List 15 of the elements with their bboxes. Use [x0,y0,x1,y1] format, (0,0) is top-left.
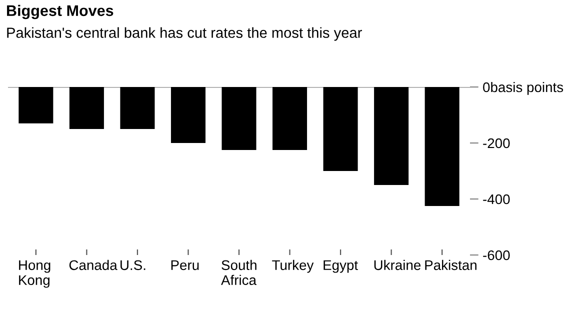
chart-subtitle: Pakistan's central bank has cut rates the most this year [7,27,362,41]
x-tick-label: Canada [69,260,118,270]
x-tick-label: South Africa [221,260,256,286]
x-tick-label: U.S. [120,260,146,270]
chart-title: Biggest Moves [7,4,114,20]
y-tick-label: 0basis points [483,82,564,95]
y-tick-label: -600 [483,250,510,260]
x-tick-label: Egypt [324,260,358,273]
x-tick-label: Ukraine [374,260,421,270]
x-tick-label: Hong Kong [19,260,50,288]
x-tick-label: Turkey [272,260,314,273]
x-tick-label: Pakistan [425,260,476,270]
y-tick-label: -200 [483,138,510,148]
y-tick-label: -400 [483,194,510,204]
x-tick-label: Peru [171,260,199,270]
